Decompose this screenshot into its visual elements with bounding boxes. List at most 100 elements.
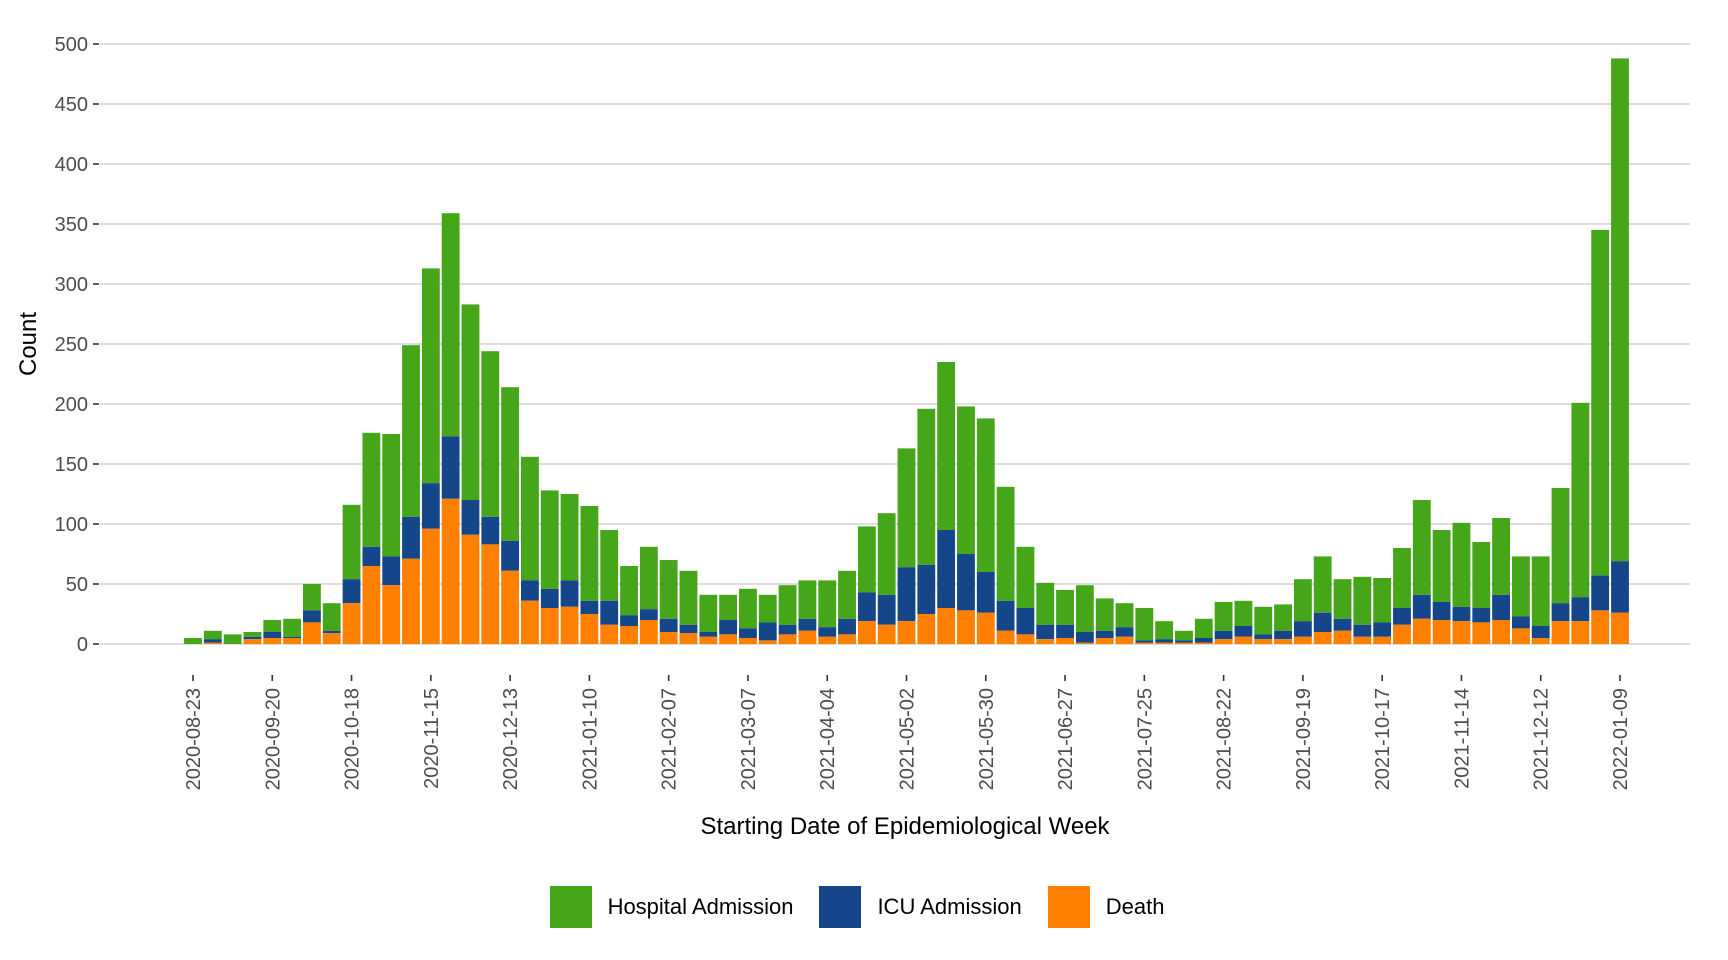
bar-hospital-admission <box>976 418 995 572</box>
bar-hospital-admission <box>679 570 698 625</box>
bar-death <box>1571 621 1590 644</box>
bar-hospital-admission <box>1531 556 1550 626</box>
bar-icu-admission <box>1214 630 1233 640</box>
bar-icu-admission <box>362 546 381 566</box>
bar-icu-admission <box>1075 632 1094 643</box>
bar-death <box>679 633 698 644</box>
bar-death <box>1075 642 1094 644</box>
bar-death <box>1214 639 1233 644</box>
legend-item-icu: ICU Admission <box>819 886 1035 928</box>
bar-hospital-admission <box>263 620 282 632</box>
bar-death <box>1194 642 1213 644</box>
bar-death <box>382 585 401 644</box>
bar-death <box>1036 639 1055 644</box>
bar-hospital-admission <box>223 634 242 644</box>
bar-icu-admission <box>402 516 420 559</box>
bar-hospital-admission <box>1492 518 1511 595</box>
x-tick-label: 2022-01-09 <box>1610 688 1632 790</box>
bar-hospital-admission <box>1333 579 1352 619</box>
bar-icu-admission <box>957 554 975 611</box>
y-tick-label: 250 <box>55 334 88 356</box>
bar-icu-admission <box>679 624 698 634</box>
bar-icu-admission <box>1412 594 1431 619</box>
bar-icu-admission <box>639 609 658 620</box>
x-tick-label: 2021-12-12 <box>1531 688 1553 790</box>
x-tick-label: 2021-09-19 <box>1293 688 1315 790</box>
bar-death <box>600 624 619 644</box>
bar-hospital-admission <box>1155 621 1174 640</box>
legend-label-hospital: Hospital Admission <box>607 894 794 919</box>
bar-hospital-admission <box>1472 542 1491 608</box>
bar-icu-admission <box>659 618 678 632</box>
bar-icu-admission <box>917 564 936 614</box>
bar-death <box>659 632 678 644</box>
x-tick-label: 2020-11-15 <box>421 688 443 789</box>
bar-hospital-admission <box>1313 556 1332 613</box>
legend-item-death: Death <box>1047 886 1179 928</box>
bar-icu-admission <box>818 627 837 637</box>
bar-hospital-admission <box>1194 618 1213 638</box>
bar-hospital-admission <box>937 362 956 530</box>
bar-hospital-admission <box>877 513 896 595</box>
bar-death <box>937 608 956 644</box>
bar-death <box>1274 639 1292 644</box>
y-tick-label: 50 <box>66 574 88 596</box>
x-tick-label: 2020-08-23 <box>183 688 205 790</box>
bar-death <box>739 638 757 644</box>
bar-death <box>540 608 559 644</box>
bar-death <box>699 636 718 644</box>
bar-death <box>1511 628 1530 644</box>
bar-hospital-admission <box>699 594 718 632</box>
bar-death <box>1432 620 1451 644</box>
bar-death <box>1373 636 1392 644</box>
x-tick-label: 2021-02-07 <box>659 688 681 790</box>
bar-death <box>1393 624 1411 644</box>
bar-hospital-admission <box>1274 604 1292 631</box>
bar-death <box>302 622 321 644</box>
bar-hospital-admission <box>1551 488 1570 604</box>
bar-hospital-admission <box>778 585 797 625</box>
bar-death <box>283 638 302 644</box>
bar-death <box>1333 630 1352 644</box>
bar-hospital-admission <box>382 434 401 557</box>
bar-hospital-admission <box>758 594 777 623</box>
bar-icu-admission <box>758 622 777 641</box>
bar-hospital-admission <box>818 580 837 628</box>
bar-hospital-admission <box>1095 598 1114 631</box>
bar-death <box>957 610 975 644</box>
bar-hospital-admission <box>501 387 520 541</box>
bar-death <box>1135 642 1154 644</box>
bar-icu-admission <box>540 588 559 608</box>
bar-death <box>580 614 599 644</box>
bar-icu-admission <box>203 639 222 643</box>
bar-death <box>1234 636 1253 644</box>
legend-swatch-death <box>1047 886 1090 928</box>
bar-hospital-admission <box>897 448 916 568</box>
bar-icu-admission <box>461 500 480 535</box>
bar-icu-admission <box>560 580 579 607</box>
bar-death <box>501 570 520 644</box>
bar-hospital-admission <box>184 638 202 644</box>
bar-hospital-admission <box>1432 530 1451 602</box>
bar-hospital-admission <box>996 486 1015 601</box>
bar-icu-admission <box>1194 638 1213 643</box>
bar-death <box>1095 638 1114 644</box>
bar-death <box>1056 638 1074 644</box>
bar-icu-admission <box>877 594 896 625</box>
bar-icu-admission <box>838 618 856 635</box>
bar-icu-admission <box>620 615 638 626</box>
bar-hospital-admission <box>798 580 817 619</box>
bar-icu-admission <box>857 592 876 622</box>
bar-hospital-admission <box>1412 500 1431 595</box>
y-tick-label: 300 <box>55 274 88 296</box>
bar-icu-admission <box>1492 594 1511 620</box>
legend-label-death: Death <box>1105 894 1165 919</box>
x-tick-label: 2021-10-17 <box>1372 688 1394 790</box>
bar-icu-admission <box>1353 624 1372 637</box>
bar-death <box>1016 634 1035 644</box>
y-axis-ticks: 0 50 100 150 200 250 300 350 400 450 500 <box>55 34 99 656</box>
bar-icu-admission <box>243 636 262 640</box>
bar-hospital-admission <box>342 504 361 580</box>
bar-hospital-admission <box>1135 608 1154 641</box>
